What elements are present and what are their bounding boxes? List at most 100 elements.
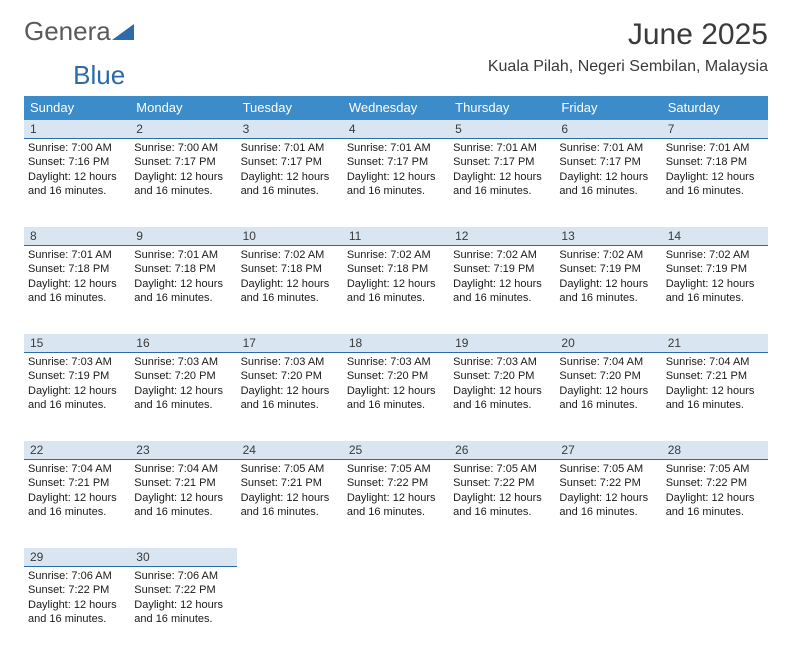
sunset-line: Sunset: 7:18 PM (347, 262, 445, 276)
day-cell: Sunrise: 7:04 AMSunset: 7:21 PMDaylight:… (662, 353, 768, 441)
month-title: June 2025 (488, 18, 768, 52)
day-cell: Sunrise: 7:01 AMSunset: 7:18 PMDaylight:… (24, 246, 130, 334)
day-cell: Sunrise: 7:05 AMSunset: 7:22 PMDaylight:… (662, 460, 768, 548)
week-row: Sunrise: 7:06 AMSunset: 7:22 PMDaylight:… (24, 567, 768, 655)
sunrise-line: Sunrise: 7:03 AM (347, 355, 445, 369)
sunset-line: Sunset: 7:22 PM (347, 476, 445, 490)
daylight-line: Daylight: 12 hours and 16 minutes. (134, 491, 232, 520)
daynum-cell: 18 (343, 334, 449, 353)
day-cell: Sunrise: 7:01 AMSunset: 7:17 PMDaylight:… (343, 139, 449, 227)
daynum-cell: 20 (555, 334, 661, 353)
sunrise-line: Sunrise: 7:04 AM (134, 462, 232, 476)
daylight-line: Daylight: 12 hours and 16 minutes. (241, 170, 339, 199)
sunset-line: Sunset: 7:17 PM (453, 155, 551, 169)
daynum-cell (343, 548, 449, 567)
day-cell-content: Sunrise: 7:02 AMSunset: 7:18 PMDaylight:… (241, 248, 339, 305)
daynum-cell: 21 (662, 334, 768, 353)
daynum-cell: 1 (24, 120, 130, 139)
day-cell: Sunrise: 7:03 AMSunset: 7:19 PMDaylight:… (24, 353, 130, 441)
sunrise-line: Sunrise: 7:05 AM (241, 462, 339, 476)
calendar-page: Genera June 2025 Kuala Pilah, Negeri Sem… (0, 0, 792, 665)
sunset-line: Sunset: 7:18 PM (134, 262, 232, 276)
sunset-line: Sunset: 7:17 PM (347, 155, 445, 169)
sunrise-line: Sunrise: 7:01 AM (28, 248, 126, 262)
daylight-line: Daylight: 12 hours and 16 minutes. (347, 384, 445, 413)
daynum-cell (662, 548, 768, 567)
day-cell: Sunrise: 7:00 AMSunset: 7:16 PMDaylight:… (24, 139, 130, 227)
sunset-line: Sunset: 7:16 PM (28, 155, 126, 169)
sunset-line: Sunset: 7:20 PM (241, 369, 339, 383)
day-cell: Sunrise: 7:06 AMSunset: 7:22 PMDaylight:… (130, 567, 236, 655)
sunset-line: Sunset: 7:22 PM (134, 583, 232, 597)
day-cell-content: Sunrise: 7:01 AMSunset: 7:18 PMDaylight:… (134, 248, 232, 305)
sunrise-line: Sunrise: 7:01 AM (666, 141, 764, 155)
sunrise-line: Sunrise: 7:03 AM (241, 355, 339, 369)
sunrise-line: Sunrise: 7:05 AM (347, 462, 445, 476)
sunset-line: Sunset: 7:20 PM (453, 369, 551, 383)
daynum-cell: 23 (130, 441, 236, 460)
brand-triangle-icon (112, 18, 134, 44)
daylight-line: Daylight: 12 hours and 16 minutes. (28, 277, 126, 306)
day-cell-content: Sunrise: 7:02 AMSunset: 7:19 PMDaylight:… (453, 248, 551, 305)
day-cell: Sunrise: 7:04 AMSunset: 7:20 PMDaylight:… (555, 353, 661, 441)
day-cell-content: Sunrise: 7:04 AMSunset: 7:21 PMDaylight:… (666, 355, 764, 412)
sunset-line: Sunset: 7:22 PM (28, 583, 126, 597)
day-cell: Sunrise: 7:03 AMSunset: 7:20 PMDaylight:… (130, 353, 236, 441)
sunrise-line: Sunrise: 7:05 AM (453, 462, 551, 476)
daylight-line: Daylight: 12 hours and 16 minutes. (666, 277, 764, 306)
daynum-cell: 27 (555, 441, 661, 460)
sunrise-line: Sunrise: 7:04 AM (666, 355, 764, 369)
title-block: June 2025 Kuala Pilah, Negeri Sembilan, … (488, 18, 768, 82)
daylight-line: Daylight: 12 hours and 16 minutes. (347, 277, 445, 306)
sunset-line: Sunset: 7:18 PM (28, 262, 126, 276)
day-cell-content: Sunrise: 7:02 AMSunset: 7:18 PMDaylight:… (347, 248, 445, 305)
day-cell: Sunrise: 7:03 AMSunset: 7:20 PMDaylight:… (237, 353, 343, 441)
dow-header-cell: Wednesday (343, 96, 449, 120)
day-cell: Sunrise: 7:05 AMSunset: 7:22 PMDaylight:… (555, 460, 661, 548)
daynum-cell (237, 548, 343, 567)
daylight-line: Daylight: 12 hours and 16 minutes. (559, 384, 657, 413)
daynum-cell: 9 (130, 227, 236, 246)
daylight-line: Daylight: 12 hours and 16 minutes. (666, 384, 764, 413)
sunset-line: Sunset: 7:21 PM (666, 369, 764, 383)
week-row: Sunrise: 7:04 AMSunset: 7:21 PMDaylight:… (24, 460, 768, 548)
daynum-cell: 15 (24, 334, 130, 353)
sunrise-line: Sunrise: 7:02 AM (666, 248, 764, 262)
day-cell: Sunrise: 7:01 AMSunset: 7:17 PMDaylight:… (555, 139, 661, 227)
daynum-cell: 5 (449, 120, 555, 139)
daylight-line: Daylight: 12 hours and 16 minutes. (28, 384, 126, 413)
day-cell: Sunrise: 7:01 AMSunset: 7:17 PMDaylight:… (449, 139, 555, 227)
daynum-cell: 30 (130, 548, 236, 567)
day-cell: Sunrise: 7:03 AMSunset: 7:20 PMDaylight:… (343, 353, 449, 441)
day-cell: Sunrise: 7:05 AMSunset: 7:22 PMDaylight:… (343, 460, 449, 548)
day-cell: Sunrise: 7:02 AMSunset: 7:18 PMDaylight:… (343, 246, 449, 334)
daynum-cell: 3 (237, 120, 343, 139)
day-cell-content: Sunrise: 7:06 AMSunset: 7:22 PMDaylight:… (134, 569, 232, 626)
daynum-row: 2930 (24, 548, 768, 567)
day-cell-content: Sunrise: 7:02 AMSunset: 7:19 PMDaylight:… (559, 248, 657, 305)
sunrise-line: Sunrise: 7:00 AM (28, 141, 126, 155)
daylight-line: Daylight: 12 hours and 16 minutes. (347, 491, 445, 520)
sunset-line: Sunset: 7:17 PM (241, 155, 339, 169)
sunrise-line: Sunrise: 7:02 AM (347, 248, 445, 262)
sunrise-line: Sunrise: 7:01 AM (134, 248, 232, 262)
daylight-line: Daylight: 12 hours and 16 minutes. (453, 170, 551, 199)
sunset-line: Sunset: 7:19 PM (453, 262, 551, 276)
day-cell-content: Sunrise: 7:00 AMSunset: 7:17 PMDaylight:… (134, 141, 232, 198)
day-cell-content: Sunrise: 7:05 AMSunset: 7:22 PMDaylight:… (559, 462, 657, 519)
sunrise-line: Sunrise: 7:01 AM (347, 141, 445, 155)
day-cell: Sunrise: 7:03 AMSunset: 7:20 PMDaylight:… (449, 353, 555, 441)
sunrise-line: Sunrise: 7:02 AM (241, 248, 339, 262)
brand-word1: Genera (24, 18, 111, 44)
day-cell-content: Sunrise: 7:03 AMSunset: 7:20 PMDaylight:… (134, 355, 232, 412)
daylight-line: Daylight: 12 hours and 16 minutes. (241, 277, 339, 306)
day-cell (449, 567, 555, 655)
day-cell-content: Sunrise: 7:05 AMSunset: 7:22 PMDaylight:… (666, 462, 764, 519)
day-cell-content: Sunrise: 7:01 AMSunset: 7:18 PMDaylight:… (666, 141, 764, 198)
daynum-cell: 22 (24, 441, 130, 460)
day-cell-content: Sunrise: 7:04 AMSunset: 7:21 PMDaylight:… (28, 462, 126, 519)
sunset-line: Sunset: 7:22 PM (453, 476, 551, 490)
sunrise-line: Sunrise: 7:04 AM (28, 462, 126, 476)
daylight-line: Daylight: 12 hours and 16 minutes. (453, 277, 551, 306)
sunrise-line: Sunrise: 7:03 AM (28, 355, 126, 369)
